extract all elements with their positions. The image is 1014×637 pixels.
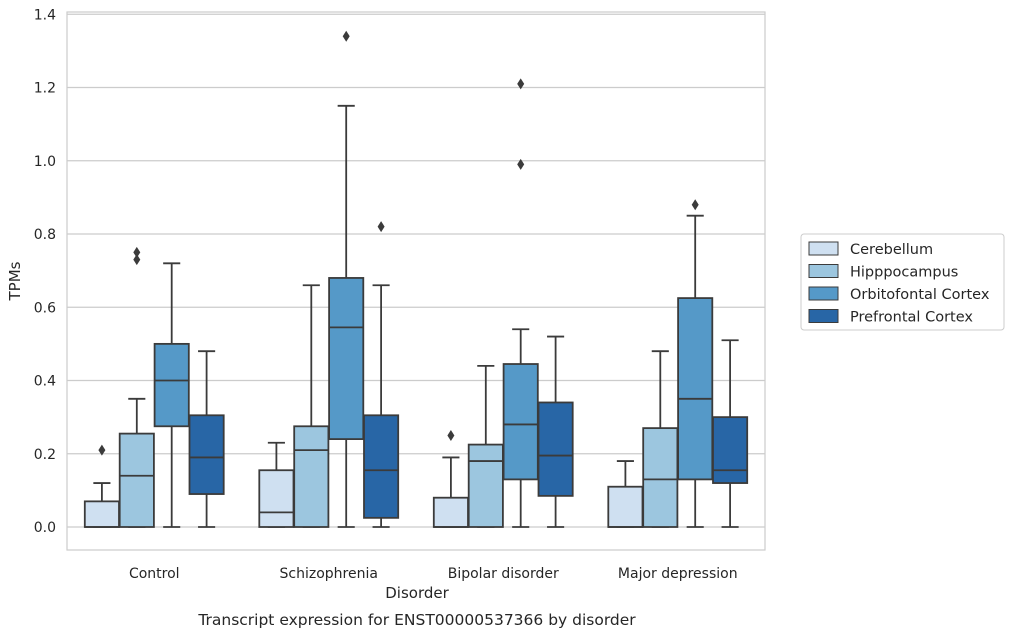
box-3-3: [712, 339, 749, 528]
legend-swatch: [808, 286, 839, 301]
outlier-point: [133, 254, 141, 266]
y-axis-title: TPMs: [6, 261, 24, 301]
legend-label: Cerebellum: [850, 242, 933, 258]
y-tick-label: 1.4: [34, 7, 56, 23]
x-tick-label: Control: [129, 566, 180, 582]
box-iqr: [258, 469, 295, 528]
box-iqr: [293, 425, 330, 528]
box-iqr: [363, 414, 400, 519]
box-0-3: [188, 350, 225, 528]
box-2-1: [467, 364, 504, 528]
x-tick-label: Major depression: [618, 566, 738, 582]
box-3-0: [607, 460, 644, 528]
y-tick-label: 0.0: [34, 520, 56, 536]
y-tick-label: 1.2: [34, 81, 56, 97]
legend-label: Hipppocampus: [850, 265, 958, 281]
legend: Cerebellum Hipppocampus Orbitofontal Corte…: [800, 233, 1005, 331]
outlier-point: [342, 30, 350, 42]
outlier-point: [377, 221, 385, 233]
box-2-3: [537, 335, 574, 528]
box-1-0: [258, 441, 295, 528]
y-tick-label: 1.0: [34, 154, 56, 170]
box-iqr: [677, 297, 714, 481]
box-iqr: [712, 416, 749, 484]
box-3-1: [642, 350, 679, 528]
x-tick-label: Schizophrenia: [280, 566, 378, 582]
legend-swatch: [808, 264, 839, 278]
legend-swatch: [808, 241, 839, 256]
y-tick-labels: 0.0 0.2 0.4 0.6 0.8 1.0 1.2 1.4: [34, 7, 56, 536]
box-2-2: [502, 78, 539, 528]
box-1-2: [328, 30, 365, 528]
box-groups: [83, 30, 749, 528]
box-iqr: [432, 496, 469, 528]
legend-label: Prefrontal Cortex: [850, 310, 973, 326]
chart-caption: Transcript expression for ENST0000053736…: [197, 611, 636, 629]
box-iqr: [467, 443, 504, 528]
y-tick-label: 0.6: [34, 300, 56, 316]
box-2-0: [432, 429, 469, 528]
plot-frame: [66, 11, 766, 551]
box-iqr: [642, 427, 679, 528]
x-tick-label: Bipolar disorder: [448, 566, 559, 582]
box-iqr: [153, 342, 190, 428]
legend-label: Orbitofontal Cortex: [850, 287, 990, 303]
box-1-3: [363, 221, 400, 528]
outlier-point: [133, 246, 141, 258]
box-iqr: [188, 414, 225, 495]
legend-swatch: [808, 309, 839, 323]
y-tick-label: 0.4: [34, 374, 56, 390]
box-iqr: [118, 432, 155, 528]
y-tick-label: 0.2: [34, 447, 56, 463]
outlier-point: [691, 199, 699, 211]
outlier-point: [98, 444, 106, 456]
box-iqr: [537, 401, 574, 497]
box-iqr: [607, 485, 644, 528]
y-tick-label: 0.8: [34, 227, 56, 243]
outlier-point: [517, 78, 525, 90]
x-axis-title: Disorder: [385, 584, 449, 602]
box-iqr: [502, 363, 539, 481]
box-0-2: [153, 262, 190, 528]
box-3-2: [677, 199, 714, 528]
outlier-point: [517, 158, 525, 170]
outlier-point: [447, 429, 455, 441]
x-tick-labels: Control Schizophrenia Bipolar disorder Majo…: [129, 566, 738, 582]
box-1-1: [293, 284, 330, 528]
box-iqr: [328, 277, 365, 441]
box-iqr: [83, 500, 120, 528]
box-0-1: [118, 246, 155, 528]
legend-frame: [800, 233, 1005, 331]
